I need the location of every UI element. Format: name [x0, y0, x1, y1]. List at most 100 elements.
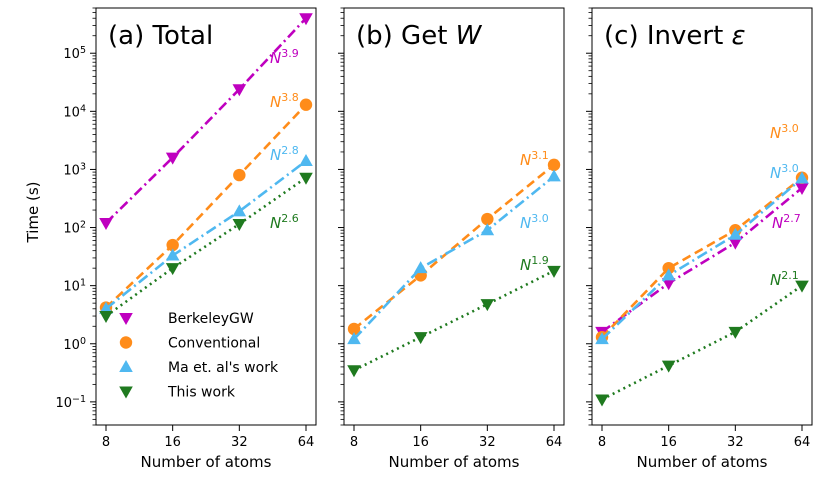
data-point-ma: [661, 268, 676, 281]
y-tick-label: 103: [63, 161, 86, 179]
scaling-label-conventional: N3.1: [520, 149, 549, 170]
series-line-ma: [601, 177, 803, 341]
data-point-thiswork: [480, 299, 495, 312]
series-line-conventional: [601, 176, 803, 339]
series-berkeleygw: N3.9: [99, 13, 313, 230]
y-tick-label: 105: [63, 45, 86, 63]
data-point-ma: [299, 153, 313, 166]
axes-frame: [343, 7, 565, 426]
series-ma: N3.0: [347, 169, 561, 345]
data-point-conventional: [662, 261, 675, 275]
series-conventional: N3.0: [595, 122, 809, 344]
x-tick-label: 32: [727, 435, 744, 450]
data-point-conventional: [547, 158, 561, 172]
x-tick-label: 32: [479, 435, 496, 450]
legend-label-ma: Ma et. al's work: [168, 360, 279, 376]
data-point-thiswork: [413, 332, 428, 345]
x-axis-label: Number of atoms: [141, 453, 272, 471]
legend-marker-berkeleygw: [119, 313, 133, 325]
x-tick-label: 8: [598, 435, 606, 450]
y-tick-label: 10−1: [55, 393, 86, 411]
series-line-ma: [105, 159, 307, 310]
legend-label-conventional: Conventional: [168, 336, 260, 352]
series-line-thiswork: [353, 269, 555, 372]
scaling-label-berkeleygw: N3.9: [270, 47, 299, 68]
legend-marker-conventional: [119, 336, 133, 349]
series-ma: N2.8: [99, 144, 313, 314]
series-line-berkeleygw: [601, 186, 803, 333]
data-point-conventional: [166, 238, 179, 252]
y-axis-label: Time (s): [24, 182, 42, 244]
axes-frame: [591, 7, 813, 426]
x-tick-label: 16: [164, 435, 181, 450]
x-tick-label: 32: [231, 435, 248, 450]
data-point-thiswork: [728, 326, 743, 339]
y-tick-label: 104: [63, 103, 86, 121]
series-line-conventional: [353, 163, 555, 330]
data-point-ma: [99, 301, 113, 314]
data-point-thiswork: [347, 365, 361, 378]
data-point-thiswork: [299, 172, 313, 185]
legend-marker-ma: [119, 360, 133, 372]
y-tick-label: 102: [63, 219, 86, 237]
series-line-berkeleygw: [105, 17, 307, 224]
data-point-conventional: [299, 98, 313, 111]
data-point-berkeleygw: [165, 152, 180, 165]
legend-label-berkeleygw: BerkeleyGW: [168, 311, 254, 327]
y-tick-label: 101: [63, 277, 86, 295]
data-point-thiswork: [795, 280, 809, 293]
series-conventional: N3.1: [347, 149, 561, 336]
data-point-ma: [347, 332, 361, 345]
data-point-ma: [795, 171, 809, 184]
series-ma: N3.0: [595, 162, 809, 345]
x-tick-label: 16: [660, 435, 677, 450]
scaling-label-ma: N3.0: [770, 162, 799, 183]
legend-marker-thiswork: [119, 386, 133, 399]
data-point-thiswork: [99, 311, 113, 324]
data-point-ma: [413, 261, 428, 274]
data-point-ma: [728, 227, 743, 240]
axes-frame: [95, 7, 317, 426]
scaling-label-conventional: N3.8: [270, 91, 299, 112]
scaling-label-ma: N3.0: [520, 212, 549, 233]
series-line-conventional: [105, 103, 307, 309]
panel-1: 10−1 100 101 102 103 104 105 8 16 32 64 Number of a…: [55, 7, 317, 471]
legend-label-thiswork: This work: [167, 385, 236, 401]
series-berkeleygw: N2.7: [595, 182, 809, 339]
x-axis-label: Number of atoms: [389, 453, 520, 471]
series-thiswork: N2.6: [99, 172, 313, 324]
data-point-ma: [595, 332, 609, 345]
scaling-label-berkeleygw: N2.7: [772, 212, 801, 233]
series-thiswork: N2.1: [595, 269, 809, 407]
x-tick-label: 64: [794, 435, 811, 450]
data-point-ma: [547, 169, 561, 182]
data-point-berkeleygw: [299, 13, 313, 26]
y-tick-label: 100: [63, 335, 86, 353]
panel-2: 8 16 32 64 Number of atoms (b) Get W N3.1 N3.0 N…: [338, 7, 565, 471]
data-point-thiswork: [661, 360, 676, 373]
panels: 10−1 100 101 102 103 104 105 8 16 32 64 Number of a…: [55, 7, 813, 471]
data-point-ma: [232, 204, 247, 217]
data-point-berkeleygw: [232, 84, 247, 97]
data-point-berkeleygw: [99, 217, 113, 230]
x-tick-label: 64: [298, 435, 315, 450]
data-point-conventional: [233, 168, 246, 182]
x-tick-label: 16: [412, 435, 429, 450]
data-point-thiswork: [547, 265, 561, 278]
x-tick-label: 8: [102, 435, 110, 450]
panel-title: (b) Get W: [356, 21, 483, 51]
panel-3: 8 16 32 64 Number of atoms (c) Invert ε N2.7 N3…: [586, 7, 813, 471]
data-point-berkeleygw: [795, 182, 809, 195]
x-tick-label: 64: [546, 435, 563, 450]
series-line-ma: [353, 175, 555, 341]
scaling-label-thiswork: N2.1: [770, 269, 799, 290]
series-conventional: N3.8: [99, 91, 313, 314]
x-axis-label: Number of atoms: [637, 453, 768, 471]
x-tick-label: 8: [350, 435, 358, 450]
data-point-berkeleygw: [661, 278, 676, 291]
data-point-conventional: [347, 322, 361, 336]
series-line-thiswork: [601, 284, 803, 401]
panel-title: (a) Total: [108, 21, 213, 51]
series-line-thiswork: [105, 176, 307, 318]
